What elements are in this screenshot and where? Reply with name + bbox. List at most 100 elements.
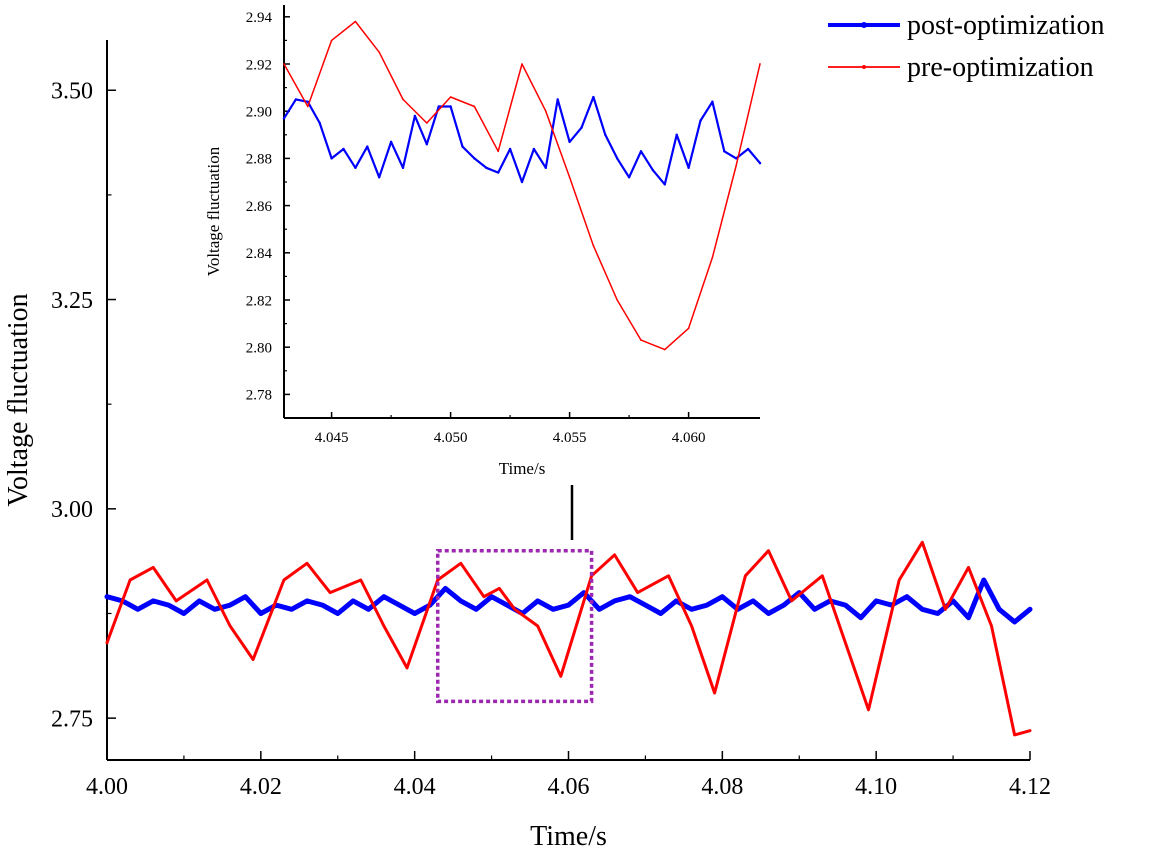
inset-data-point	[473, 157, 476, 160]
zoom-box	[435, 548, 594, 704]
inset-data-point	[675, 133, 678, 136]
main-data-point	[306, 562, 308, 565]
main-data-point	[667, 575, 670, 577]
inset-data-point	[354, 20, 357, 23]
inset-data-point	[616, 299, 618, 301]
inset-data-point	[687, 166, 690, 170]
inset-y-tick-label: 2.84	[246, 246, 273, 262]
main-data-point	[367, 608, 370, 611]
inset-data-point	[449, 105, 452, 108]
inset-data-point	[532, 147, 536, 151]
inset-data-point	[544, 166, 547, 170]
main-data-point	[475, 608, 478, 611]
inset-data-point	[723, 150, 726, 153]
main-data-point	[513, 608, 516, 611]
main-data-point	[498, 587, 501, 590]
inset-data-point	[283, 63, 285, 65]
inset-data-point	[592, 244, 595, 247]
main-data-point	[613, 599, 616, 603]
main-data-point	[459, 599, 463, 603]
main-data-point	[259, 612, 263, 615]
main-data-point	[129, 579, 131, 581]
inset-data-point	[580, 126, 583, 129]
zoom-box-layer	[435, 548, 594, 704]
main-data-point	[560, 675, 562, 678]
main-data-point	[283, 579, 285, 581]
main-data-point	[229, 625, 231, 627]
inset-data-point	[401, 166, 405, 170]
main-data-point	[351, 599, 355, 603]
main-data-point	[790, 600, 793, 602]
main-x-tick-label: 4.04	[394, 774, 436, 800]
main-chart: 4.00 4.02 4.04 4.06 4.08 4.10 4.12 2.75 3.00 3.25…	[3, 40, 1051, 852]
main-data-point	[536, 625, 539, 627]
inset-data-point	[497, 171, 500, 174]
inset-data-point	[521, 63, 523, 65]
main-data-point	[360, 579, 362, 581]
main-y-axis-label: Voltage fluctuation	[3, 293, 34, 506]
inset-data-point	[330, 39, 333, 42]
inset-y-tick-label: 2.90	[246, 104, 272, 120]
legend-marker	[861, 22, 867, 28]
main-x-axis-label: Time/s	[530, 821, 607, 852]
main-data-point	[921, 541, 924, 544]
inset-y-tick-label: 2.92	[246, 57, 272, 73]
main-data-point	[1013, 734, 1016, 736]
main-data-point	[305, 599, 309, 603]
main-data-point	[582, 591, 586, 594]
inset-data-point	[378, 176, 381, 179]
main-data-point	[813, 608, 816, 611]
main-data-point	[436, 579, 439, 581]
main-data-point	[874, 599, 878, 603]
inset-data-point	[473, 105, 476, 108]
main-data-point	[198, 599, 201, 603]
inset-x-tick-label: 4.050	[434, 430, 468, 446]
main-data-point	[859, 616, 862, 619]
inset-data-point	[497, 150, 500, 153]
inset-data-point	[568, 176, 571, 179]
main-x-tick-label: 4.12	[1009, 774, 1051, 800]
main-x-tick-label: 4.10	[855, 774, 897, 800]
inset-data-point	[568, 140, 571, 144]
main-data-point	[998, 608, 1001, 611]
main-x-tick-label: 4.00	[86, 774, 128, 800]
main-y-tick-label: 3.50	[51, 79, 93, 105]
inset-data-point	[307, 105, 309, 108]
main-data-point	[398, 603, 401, 607]
inset-data-point	[449, 96, 452, 98]
main-data-point	[1029, 729, 1031, 732]
inset-y-tick-label: 2.82	[246, 293, 272, 309]
inset-background	[200, 0, 775, 485]
main-data-point	[244, 595, 247, 598]
main-data-point	[936, 612, 939, 615]
main-y-tick-label: 3.00	[51, 497, 93, 523]
main-data-point	[106, 641, 108, 644]
main-data-point	[951, 599, 955, 603]
main-data-point	[721, 595, 724, 598]
main-data-point	[644, 603, 647, 607]
main-x-tick-label: 4.06	[548, 774, 590, 800]
inset-data-point	[485, 166, 488, 170]
inset-data-point	[759, 63, 761, 65]
main-data-point	[182, 612, 186, 615]
main-data-point	[175, 600, 178, 602]
main-data-point	[767, 612, 770, 615]
inset-data-point	[342, 147, 345, 151]
inset-data-point	[604, 133, 607, 136]
main-data-point	[905, 595, 909, 598]
inset-data-point	[425, 143, 428, 146]
main-data-point	[867, 708, 870, 711]
inset-data-point	[402, 98, 404, 101]
inset-data-point	[545, 110, 547, 112]
main-data-point	[151, 599, 155, 603]
main-data-point	[252, 658, 254, 661]
main-data-point	[713, 692, 716, 694]
inset-data-point	[306, 100, 309, 103]
inset-data-point	[735, 164, 737, 167]
inset-data-point	[282, 117, 286, 120]
inset-data-point	[592, 95, 595, 99]
main-data-point	[490, 595, 493, 598]
main-data-point	[290, 608, 293, 611]
main-data-point	[536, 599, 539, 603]
inset-data-point	[520, 180, 524, 184]
